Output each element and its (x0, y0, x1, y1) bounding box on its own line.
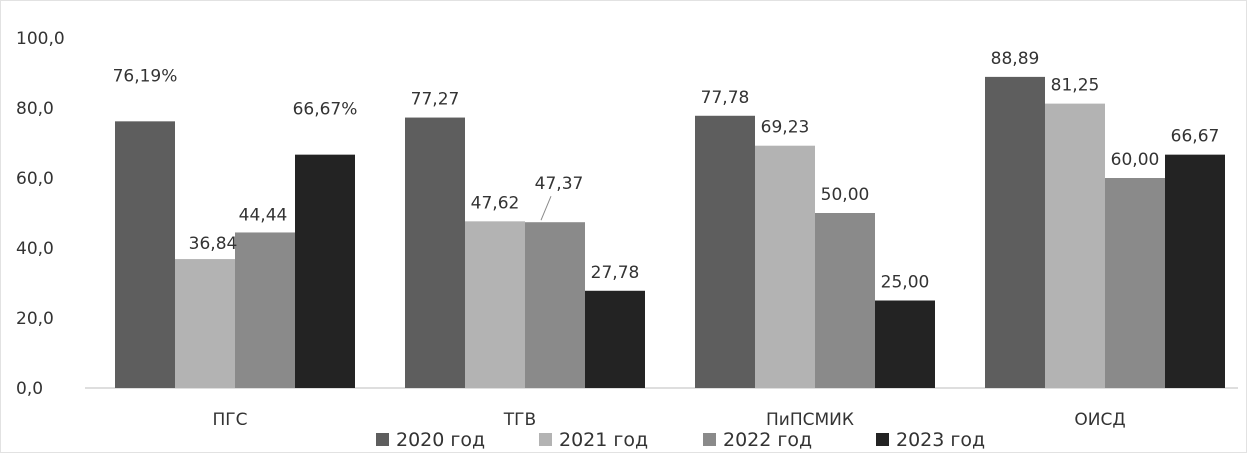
category-label: ПГС (212, 410, 247, 430)
legend-label: 2020 год (396, 429, 485, 451)
bar-ОИСД-2021-год (1045, 103, 1105, 388)
data-label: 47,37 (535, 174, 584, 194)
bar-ПГС-2022-год (235, 232, 295, 388)
data-label: 50,00 (821, 185, 870, 205)
data-label: 66,67% (293, 100, 358, 120)
data-label: 77,78 (701, 88, 750, 108)
bar-ПиПСМИК-2023-год (875, 300, 935, 388)
bar-ТГВ-2023-год (585, 290, 645, 388)
legend-label: 2023 год (896, 429, 985, 451)
data-label: 47,62 (471, 193, 520, 213)
bar-ОИСД-2022-год (1105, 178, 1165, 388)
data-label: 77,27 (411, 90, 460, 110)
y-axis-ticks: 0,0 20,0 40,0 60,0 80,0 100,0 (16, 29, 65, 399)
category-labels: ПГС ТГВ ПиПСМИК ОИСД (212, 410, 1125, 430)
data-label: 60,00 (1111, 150, 1160, 170)
bar-ОИСД-2020-год (985, 76, 1045, 388)
y-tick-label: 40,0 (16, 239, 54, 259)
data-label: 27,78 (591, 263, 640, 283)
leader-line (540, 196, 552, 221)
bar-ПГС-2020-год (115, 121, 175, 389)
category-label: ПиПСМИК (766, 410, 854, 430)
data-label: 25,00 (881, 273, 930, 293)
data-label: 76,19% (113, 66, 178, 86)
bar-ОИСД-2023-год (1165, 154, 1225, 388)
legend-label: 2021 год (559, 429, 648, 451)
bar-ПГС-2021-год (175, 259, 235, 388)
y-tick-label: 20,0 (16, 309, 54, 329)
bars (115, 76, 1225, 389)
data-label: 44,44 (239, 205, 288, 225)
legend-swatch (703, 433, 716, 446)
data-label: 66,67 (1171, 127, 1220, 147)
bar-ТГВ-2022-год (525, 222, 585, 388)
legend-swatch (376, 433, 389, 446)
y-tick-label: 0,0 (16, 379, 43, 399)
y-tick-label: 80,0 (16, 99, 54, 119)
legend: 2020 год 2021 год 2022 год 2023 год (376, 429, 985, 451)
data-label: 36,84 (189, 234, 238, 254)
bar-ТГВ-2020-год (405, 117, 465, 389)
bar-ПГС-2023-год (295, 154, 355, 388)
bar-ПиПСМИК-2021-год (755, 145, 815, 388)
legend-label: 2022 год (723, 429, 812, 451)
data-label: 88,89 (991, 49, 1040, 69)
bar-ПиПСМИК-2022-год (815, 213, 875, 388)
bar-ПиПСМИК-2020-год (695, 115, 755, 389)
data-label: 69,23 (761, 118, 810, 138)
legend-swatch (876, 433, 889, 446)
category-label: ОИСД (1074, 410, 1125, 430)
y-tick-label: 100,0 (16, 29, 65, 49)
category-label: ТГВ (503, 410, 536, 430)
bar-ТГВ-2021-год (465, 221, 525, 388)
legend-swatch (539, 433, 552, 446)
data-label: 81,25 (1051, 76, 1100, 96)
y-tick-label: 60,0 (16, 169, 54, 189)
